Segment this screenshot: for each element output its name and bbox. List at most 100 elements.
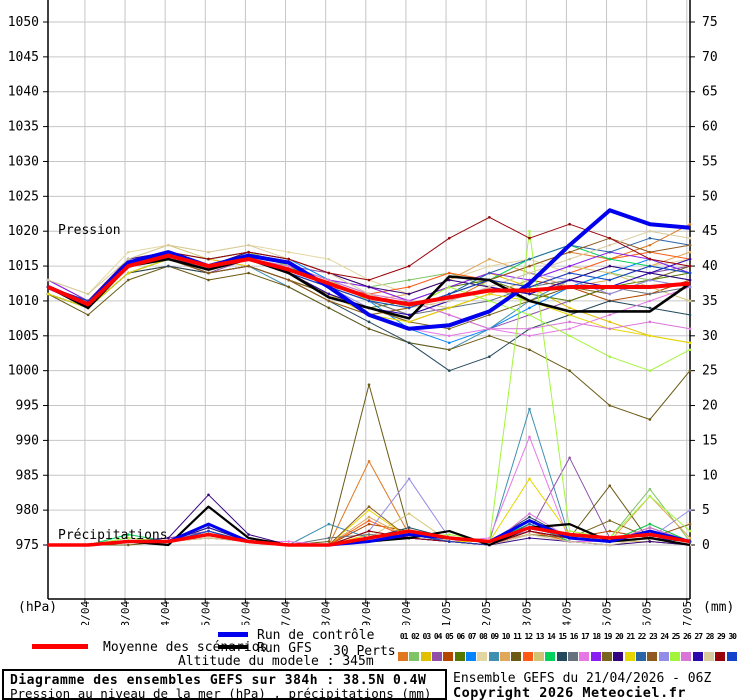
perturbation-swatch — [499, 652, 510, 661]
mean-line-sample — [32, 644, 88, 649]
perturbation-swatch — [533, 652, 544, 661]
x-axis-date-label: 03/05 — [520, 601, 533, 625]
pressure-tick-label: 1025 — [8, 189, 39, 204]
perturbation-number: 02 — [411, 632, 420, 641]
perturbation-number: 07 — [467, 632, 477, 641]
perturbation-number: 21 — [626, 632, 635, 641]
chart-title: Diagramme des ensembles GEFS sur 384h : … — [10, 673, 427, 688]
pressure-tick-label: 1040 — [8, 85, 39, 100]
perturbation-number: 04 — [433, 632, 443, 641]
precip-tick-label: 35 — [702, 294, 718, 309]
control-line-sample — [218, 632, 248, 637]
perturbation-number: 22 — [637, 632, 647, 641]
perturbation-swatch — [522, 652, 533, 661]
perturbation-number: 27 — [694, 632, 703, 641]
pressure-tick-label: 1015 — [8, 259, 39, 274]
perturbation-number: 03 — [422, 632, 432, 641]
x-axis-date-label: 23/04 — [119, 601, 132, 625]
perturbation-number: 26 — [683, 632, 692, 641]
perturbation-number: 25 — [671, 632, 681, 641]
pressure-tick-label: 1010 — [8, 294, 39, 309]
x-axis-date-label: 30/04 — [400, 601, 413, 625]
perturbation-number: 13 — [535, 632, 545, 641]
precip-tick-label: 70 — [702, 50, 718, 65]
perts-legend-label: 30 Perts. — [333, 644, 404, 659]
precip-zone-label: Précipitations — [58, 528, 168, 543]
right-axis-unit: (mm) — [703, 600, 734, 615]
pressure-tick-label: 1020 — [8, 224, 39, 239]
altitude-note: Altitude du modele : 345m — [178, 654, 374, 669]
perturbation-number: 30 — [728, 632, 737, 641]
perturbation-swatch — [398, 652, 408, 661]
x-axis-date-label: 25/04 — [199, 601, 212, 625]
perturbation-number: 10 — [501, 632, 511, 641]
perturbation-number: 15 — [558, 632, 567, 641]
perturbation-swatch — [556, 652, 567, 661]
pressure-tick-label: 990 — [16, 433, 39, 448]
x-axis-date-label: 27/04 — [280, 601, 293, 625]
perturbation-number: 11 — [513, 632, 522, 641]
pressure-tick-label: 1005 — [8, 329, 39, 344]
perturbation-swatch — [681, 652, 692, 661]
x-axis-date-label: 04/05 — [560, 601, 573, 625]
perturbation-swatch — [590, 652, 601, 661]
x-axis-date-label: 05/05 — [601, 601, 614, 625]
left-axis-unit: (hPa) — [18, 600, 57, 615]
perturbation-number: 12 — [524, 632, 533, 641]
perturbation-swatch — [511, 652, 522, 661]
perturbation-swatch — [454, 652, 465, 661]
perturbation-swatch — [477, 652, 488, 661]
perturbation-swatch — [409, 652, 420, 661]
perturbation-number: 17 — [581, 632, 590, 641]
precip-tick-label: 75 — [702, 15, 718, 30]
chart-info-box: Diagramme des ensembles GEFS sur 384h : … — [2, 669, 447, 700]
precip-tick-label: 10 — [702, 468, 718, 483]
pressure-tick-label: 1000 — [8, 364, 39, 379]
perturbation-swatch — [613, 652, 624, 661]
precip-tick-label: 5 — [702, 503, 710, 518]
perturbation-color-swatches — [398, 652, 740, 661]
precip-tick-label: 15 — [702, 433, 718, 448]
perturbation-swatch — [647, 652, 658, 661]
precip-tick-label: 60 — [702, 120, 718, 135]
perturbation-number: 23 — [649, 632, 658, 641]
gfs-line-sample — [218, 645, 248, 649]
pressure-tick-label: 995 — [16, 399, 39, 414]
pressure-tick-label: 1050 — [8, 15, 39, 30]
perturbation-number: 14 — [547, 632, 556, 641]
perturbation-number: 06 — [456, 632, 465, 641]
pressure-zone-label: Pression — [58, 223, 121, 238]
x-axis-date-label: 07/05 — [681, 601, 694, 625]
precip-tick-label: 30 — [702, 329, 718, 344]
ensemble-chart: 22/04 23/04 24/04 25/04 26/04 27/04 28/04 29/04… — [8, 0, 734, 625]
pressure-tick-label: 975 — [16, 538, 39, 553]
x-axis-date-label: 02/05 — [480, 601, 493, 625]
x-axis-date-label: 28/04 — [320, 601, 333, 625]
perturbation-swatch — [669, 652, 680, 661]
copyright: Copyright 2026 Meteociel.fr — [453, 685, 686, 700]
x-axis-date-label: 01/05 — [440, 601, 453, 625]
control-legend-label: Run de contrôle — [257, 628, 375, 643]
x-axis-date-label: 22/04 — [79, 601, 92, 625]
precip-tick-label: 25 — [702, 364, 718, 379]
perturbation-swatch — [545, 652, 556, 661]
perturbation-swatch — [420, 652, 431, 661]
perturbation-number: 29 — [717, 632, 726, 641]
perturbation-swatch — [658, 652, 669, 661]
perturbation-swatch — [443, 652, 454, 661]
perturbation-number: 28 — [705, 632, 715, 641]
perturbation-swatch — [703, 652, 714, 661]
pressure-tick-label: 1030 — [8, 154, 39, 169]
perturbation-number: 18 — [592, 632, 601, 641]
perturbation-number: 20 — [615, 632, 624, 641]
pressure-tick-label: 1035 — [8, 120, 39, 135]
perturbation-number: 24 — [660, 632, 669, 641]
perturbation-number: 08 — [479, 632, 488, 641]
perturbation-swatch — [726, 652, 737, 661]
perturbation-swatch — [488, 652, 499, 661]
perturbation-number: 05 — [445, 632, 454, 641]
perturbation-swatch — [431, 652, 442, 661]
perturbation-swatch — [567, 652, 578, 661]
pressure-tick-label: 980 — [16, 503, 39, 518]
